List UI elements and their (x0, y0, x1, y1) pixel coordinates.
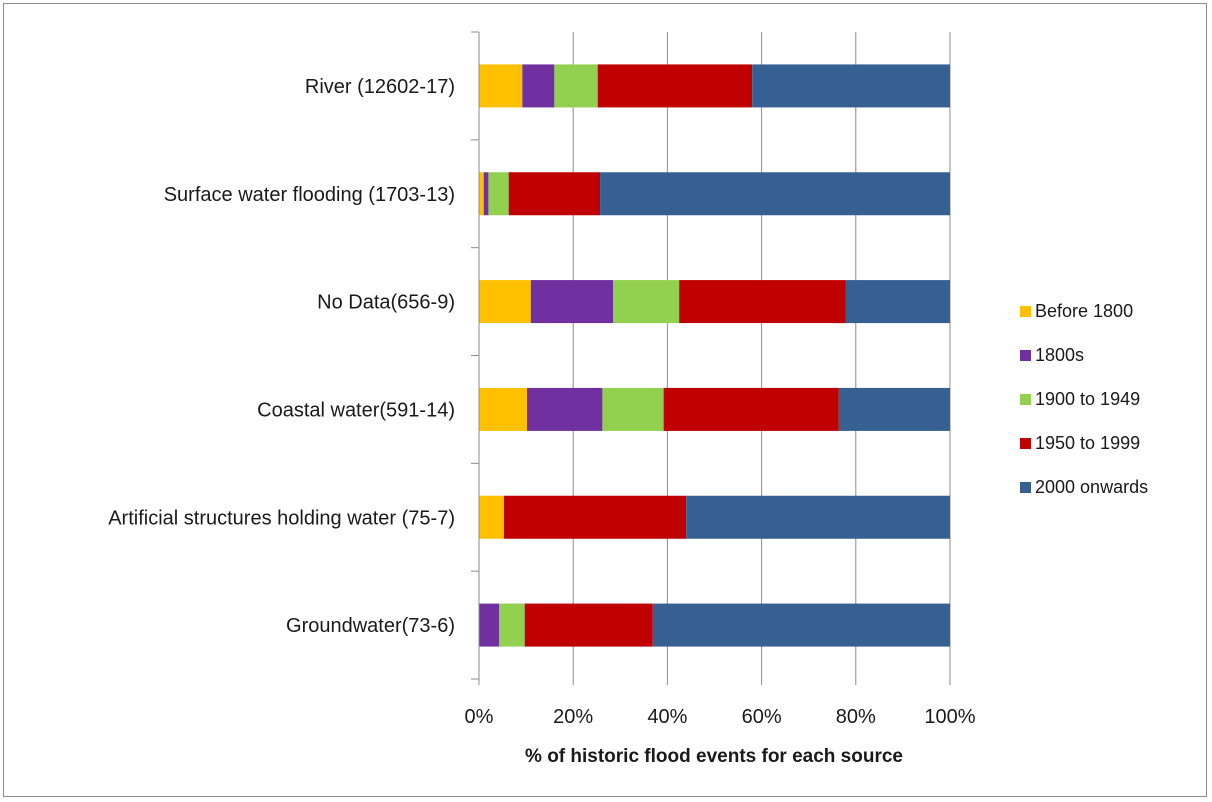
x-tick-label: 20% (553, 706, 593, 728)
legend-label: 1950 to 1999 (1035, 433, 1140, 453)
bar-segment (503, 495, 687, 539)
bar-segment (527, 387, 603, 431)
category-label: Coastal water(591-14) (257, 399, 455, 421)
bar-segment (752, 64, 950, 108)
legend: Before 1800 1800s 1900 to 1949 1950 to 1999… (1020, 301, 1148, 497)
x-axis-title: % of historic flood events for each sour… (525, 746, 903, 767)
legend-label: Before 1800 (1035, 301, 1133, 321)
category-label: River (12602-17) (305, 76, 455, 98)
x-tick-label: 100% (924, 706, 975, 728)
bar-segment (686, 495, 950, 539)
bar-segment (602, 387, 664, 431)
legend-swatch (1020, 306, 1031, 317)
bar-segment (613, 280, 680, 324)
bar-segment (652, 603, 950, 647)
x-tick-label: 40% (647, 706, 687, 728)
bar-segment (479, 387, 528, 431)
bar-segment (479, 64, 523, 108)
category-label: Surface water flooding (1703-13) (164, 184, 455, 206)
category-label: Groundwater(73-6) (286, 615, 455, 637)
bar-segment (479, 280, 531, 324)
bar-segment (663, 387, 839, 431)
legend-label: 2000 onwards (1035, 477, 1148, 497)
bar-segment (479, 172, 484, 216)
axes (471, 31, 951, 685)
legend-swatch (1020, 394, 1031, 405)
bar-segment (499, 603, 525, 647)
bars (479, 64, 950, 647)
category-labels: River (12602-17) Surface water flooding (… (108, 76, 455, 637)
legend-swatch (1020, 438, 1031, 449)
x-tick-label: 80% (836, 706, 876, 728)
legend-swatch (1020, 350, 1031, 361)
bar-segment (838, 387, 950, 431)
gridlines (572, 32, 951, 679)
bar-segment (479, 603, 500, 647)
bar-segment (479, 495, 504, 539)
bar-segment (600, 172, 950, 216)
category-label: Artificial structures holding water (75-… (108, 507, 455, 529)
x-tick-labels: 0% 20% 40% 60% 80% 100% (465, 706, 976, 728)
category-label: No Data(656-9) (317, 292, 455, 314)
bar-segment (530, 280, 614, 324)
bar-segment (679, 280, 846, 324)
legend-swatch (1020, 482, 1031, 493)
bar-segment (508, 172, 601, 216)
x-tick-label: 0% (465, 706, 494, 728)
bar-segment (845, 280, 950, 324)
bar-segment (483, 172, 489, 216)
bar-segment (524, 603, 653, 647)
bar-segment (597, 64, 753, 108)
bar-segment (554, 64, 598, 108)
bar-segment (488, 172, 509, 216)
legend-label: 1900 to 1949 (1035, 389, 1140, 409)
bar-segment (522, 64, 555, 108)
legend-label: 1800s (1035, 345, 1084, 365)
x-tick-label: 60% (742, 706, 782, 728)
